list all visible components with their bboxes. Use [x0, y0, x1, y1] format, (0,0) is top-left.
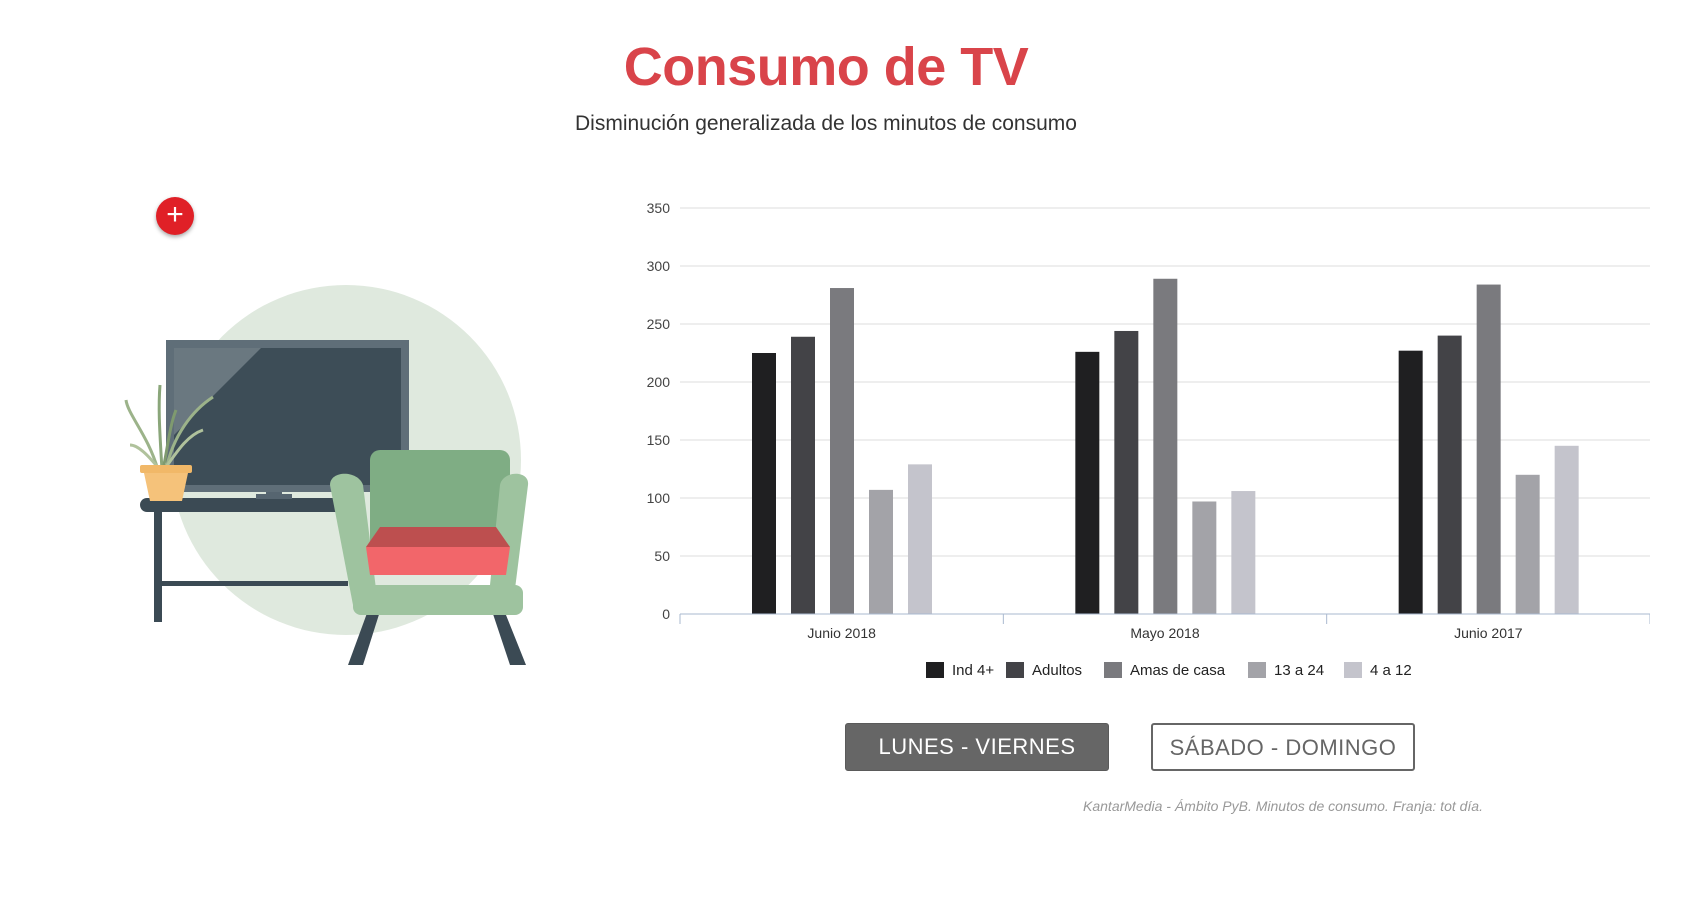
plant-icon: [124, 384, 214, 501]
legend-swatch: [1344, 662, 1362, 678]
source-note: KantarMedia - Ámbito PyB. Minutos de con…: [1083, 798, 1483, 814]
bar: [1476, 284, 1501, 614]
legend-swatch: [1248, 662, 1266, 678]
y-tick-label: 350: [647, 200, 671, 216]
bar: [830, 288, 854, 614]
legend-label: Adultos: [1032, 662, 1082, 679]
y-tick-label: 50: [654, 548, 670, 564]
y-tick-label: 0: [662, 606, 670, 622]
y-tick-label: 150: [647, 432, 671, 448]
x-tick-label: Mayo 2018: [1130, 625, 1199, 641]
bar: [1231, 491, 1256, 614]
y-tick-label: 200: [647, 374, 671, 390]
bar: [752, 353, 776, 614]
bars: [752, 278, 1579, 614]
legend: Ind 4+ Adultos Amas de casa 13 a 24 4 a 12: [926, 662, 1412, 679]
tv-icon: [166, 340, 409, 499]
tv-table: [140, 498, 360, 622]
legend-label: 13 a 24: [1274, 662, 1324, 679]
bar: [1153, 278, 1178, 614]
x-tick-label: Junio 2017: [1454, 625, 1523, 641]
bar: [1114, 330, 1139, 614]
plus-icon: +: [166, 198, 184, 231]
legend-swatch: [926, 662, 944, 678]
bar: [1554, 445, 1579, 614]
legend-label: 4 a 12: [1370, 662, 1412, 679]
y-tick-label: 250: [647, 316, 671, 332]
tv-living-room-illustration: [124, 285, 529, 665]
bar: [1398, 350, 1423, 614]
bar: [1437, 335, 1462, 614]
expand-plus-button[interactable]: +: [156, 197, 194, 235]
bar: [869, 489, 893, 614]
armchair-icon: [330, 450, 529, 665]
bar: [791, 336, 815, 614]
bar: [1075, 351, 1100, 614]
x-tick-label: Junio 2018: [807, 625, 876, 641]
legend-label: Amas de casa: [1130, 662, 1226, 679]
y-axis: 0 50 100 150 200 250 300 350: [647, 200, 671, 622]
page-title: Consumo de TV: [623, 37, 1029, 97]
bar: [1515, 474, 1540, 614]
bar: [1192, 501, 1217, 614]
weekend-button[interactable]: SÁBADO - DOMINGO: [1151, 723, 1415, 771]
legend-swatch: [1006, 662, 1024, 678]
y-tick-label: 300: [647, 258, 671, 274]
y-tick-label: 100: [647, 490, 671, 506]
bar: [908, 464, 932, 614]
x-axis: Junio 2018 Mayo 2018 Junio 2017: [679, 613, 1650, 641]
bar-chart: 0 50 100 150 200 250 300 350 Junio 2018 Mayo 201…: [647, 200, 1650, 679]
legend-swatch: [1104, 662, 1122, 678]
weekdays-button[interactable]: LUNES - VIERNES: [845, 723, 1109, 771]
page-subtitle: Disminución generalizada de los minutos …: [575, 112, 1077, 135]
legend-label: Ind 4+: [952, 662, 994, 679]
